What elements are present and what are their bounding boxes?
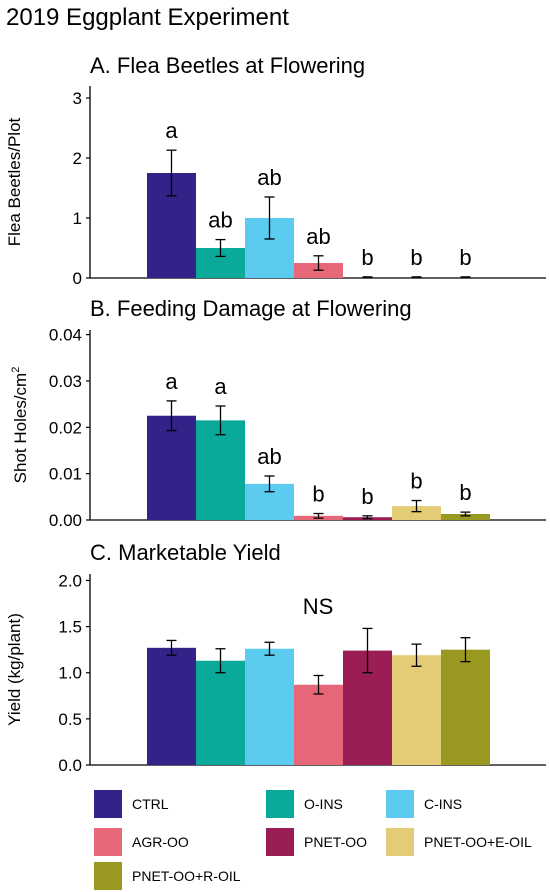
legend-item-o-ins: O-INS xyxy=(266,790,343,818)
legend-swatch-c-ins xyxy=(386,790,414,818)
panel-c-y-tick-label: 0.0 xyxy=(58,756,82,775)
legend-swatch-pnet-oo-e-oil xyxy=(386,828,414,856)
panel-a-y-tick-label: 1 xyxy=(73,209,82,228)
panel-b-bar-o-ins xyxy=(196,420,245,520)
panel-b-significance-letter-c-ins: ab xyxy=(257,444,281,469)
panel-c-bar-pnet-oo-r-oil xyxy=(441,649,490,765)
panel-b-y-tick-label: 0.03 xyxy=(49,372,82,391)
panel-c-title: C. Marketable Yield xyxy=(90,540,281,565)
panel-b-title: B. Feeding Damage at Flowering xyxy=(90,296,412,321)
panel-a-significance-letter-agr-oo: ab xyxy=(306,224,330,249)
panel-b-y-tick-label: 0.02 xyxy=(49,418,82,437)
panel-c-bar-pnet-oo-e-oil xyxy=(392,655,441,765)
panel-a-y-label: Flea Beetles/Plot xyxy=(5,117,24,246)
panel-c-bar-o-ins xyxy=(196,660,245,765)
legend-item-pnet-oo: PNET-OO xyxy=(266,828,367,856)
legend-label-ctrl: CTRL xyxy=(132,796,169,812)
panel-b-y-tick-label: 0.01 xyxy=(49,465,82,484)
panel-a-significance-letter-ctrl: a xyxy=(165,118,178,143)
panel-c-bar-ctrl xyxy=(147,647,196,765)
legend-label-pnet-oo-e-oil: PNET-OO+E-OIL xyxy=(424,834,532,850)
panel-a-significance-letter-pnet-oo-e-oil: b xyxy=(410,245,422,270)
panel-b-y-label: Shot Holes/cm2 xyxy=(10,367,30,484)
legend-swatch-pnet-oo-r-oil xyxy=(94,862,122,890)
panel-c-y-tick-label: 0.5 xyxy=(58,710,82,729)
panel-b-significance-letter-pnet-oo-e-oil: b xyxy=(410,469,422,494)
panel-c-bar-c-ins xyxy=(245,648,294,765)
legend-swatch-o-ins xyxy=(266,790,294,818)
panel-a-y-tick-label: 0 xyxy=(73,269,82,288)
panel-a-y-tick-label: 3 xyxy=(73,89,82,108)
panel-a-title: A. Flea Beetles at Flowering xyxy=(90,53,365,78)
panel-b: B. Feeding Damage at Flowering 0.00 0.01 0.… xyxy=(10,296,546,530)
legend-swatch-ctrl xyxy=(94,790,122,818)
panel-b-significance-letter-pnet-oo-r-oil: b xyxy=(459,480,471,505)
panel-c-y-tick-label: 1.5 xyxy=(58,618,82,637)
figure-title: 2019 Eggplant Experiment xyxy=(6,4,289,31)
legend-label-pnet-oo-r-oil: PNET-OO+R-OIL xyxy=(132,868,241,884)
panel-b-y-tick-label: 0.00 xyxy=(49,511,82,530)
panel-c-annotation: NS xyxy=(303,594,334,619)
panel-c-y-tick-label: 1.0 xyxy=(58,664,82,683)
legend-item-agr-oo: AGR-OO xyxy=(94,828,189,856)
legend-swatch-agr-oo xyxy=(94,828,122,856)
legend-label-pnet-oo: PNET-OO xyxy=(304,834,368,850)
legend-label-c-ins: C-INS xyxy=(424,796,463,812)
panel-c-y-tick-label: 2.0 xyxy=(58,571,82,590)
panel-b-significance-letter-o-ins: a xyxy=(214,374,227,399)
legend-item-c-ins: C-INS xyxy=(386,790,462,818)
legend-item-pnet-oo-e-oil: PNET-OO+E-OIL xyxy=(386,828,532,856)
panel-b-y-tick-label: 0.04 xyxy=(49,326,82,345)
panel-c-y-label: Yield (kg/plant) xyxy=(5,613,24,726)
legend: CTRL O-INS C-INS AGR-OO PNET-OO PNET-OO+… xyxy=(94,786,550,892)
legend-label-o-ins: O-INS xyxy=(304,796,343,812)
panel-a-y-tick-label: 2 xyxy=(73,149,82,168)
legend-label-agr-oo: AGR-OO xyxy=(132,834,189,850)
panel-c: C. Marketable Yield 0.0 0.5 1.0 1.5 2.0 Yield … xyxy=(5,540,546,775)
panel-b-significance-letter-ctrl: a xyxy=(165,369,178,394)
panel-b-bar-pnet-oo-e-oil xyxy=(392,506,441,520)
panel-a-significance-letter-pnet-oo: b xyxy=(361,245,373,270)
panel-b-bar-pnet-oo-r-oil xyxy=(441,513,490,520)
panel-b-significance-letter-pnet-oo: b xyxy=(361,484,373,509)
panel-a-significance-letter-pnet-oo-r-oil: b xyxy=(459,245,471,270)
legend-swatch-pnet-oo xyxy=(266,828,294,856)
panel-a: A. Flea Beetles at Flowering 0 1 2 3 Flea Bee… xyxy=(5,53,546,288)
panel-a-significance-letter-o-ins: ab xyxy=(208,208,232,233)
panel-b-bar-ctrl xyxy=(147,415,196,520)
legend-item-pnet-oo-r-oil: PNET-OO+R-OIL xyxy=(94,862,241,890)
panel-b-y-label-superscript: 2 xyxy=(10,367,22,373)
legend-item-ctrl: CTRL xyxy=(94,790,169,818)
panel-b-significance-letter-agr-oo: b xyxy=(312,482,324,507)
panel-a-significance-letter-c-ins: ab xyxy=(257,165,281,190)
panel-c-bar-agr-oo xyxy=(294,684,343,765)
